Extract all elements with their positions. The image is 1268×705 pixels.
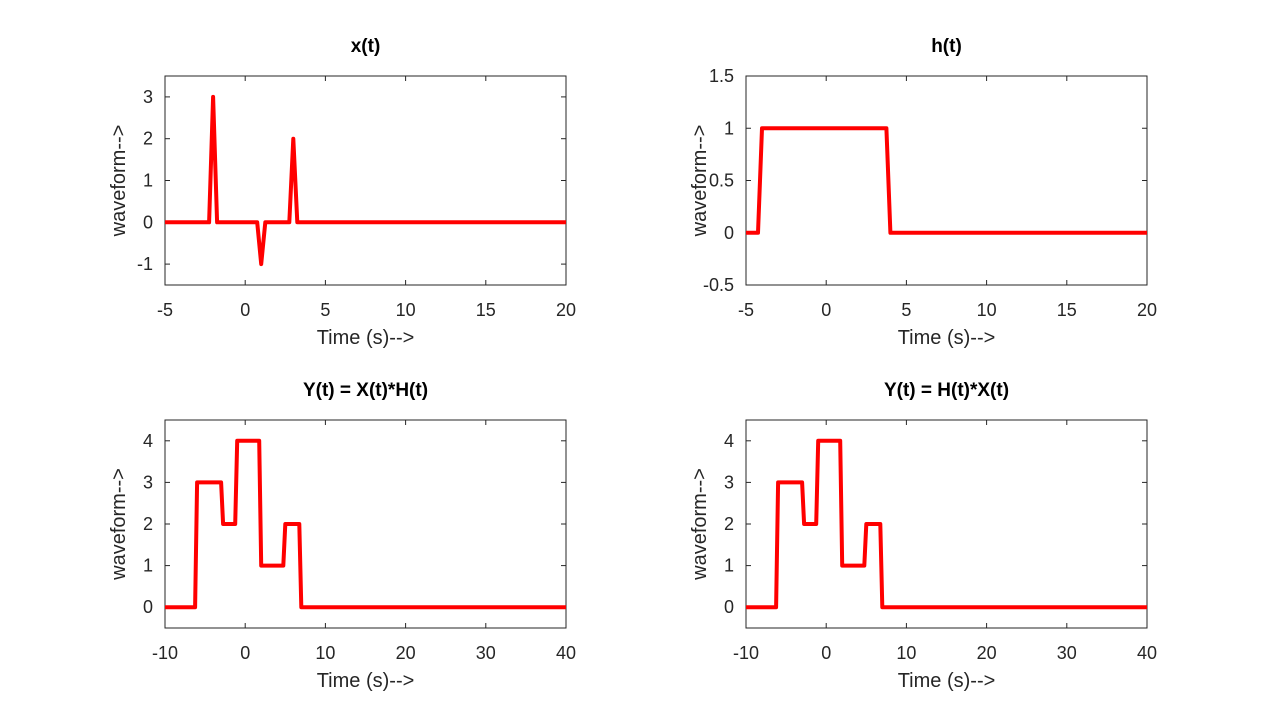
y-tick-label: 1	[143, 171, 153, 191]
x-tick-label: -10	[733, 643, 759, 663]
y-tick-label: -1	[137, 254, 153, 274]
chart-title: Y(t) = X(t)*H(t)	[303, 380, 428, 401]
subplot-4: -10 0 10 20 30 40 0 1 2 3 4 Y(t) = H(t)*X(t) Time (s…	[689, 380, 1157, 692]
chart-title: x(t)	[351, 36, 381, 57]
x-tick-label: -5	[157, 300, 173, 320]
y-tick-label: 3	[724, 472, 734, 492]
x-axis-label: Time (s)-->	[317, 670, 415, 692]
x-tick-label: 5	[901, 300, 911, 320]
axes-box	[164, 75, 567, 286]
series-line-1	[746, 126, 1147, 235]
y-axis-label: waveform-->	[689, 125, 711, 238]
y-tick-label: 1	[143, 556, 153, 576]
y-tick-label: 0.5	[709, 171, 734, 191]
x-axis-label: Time (s)-->	[898, 670, 996, 692]
series-line-1	[165, 94, 566, 267]
chart-title: h(t)	[931, 36, 962, 57]
y-tick-label: 4	[143, 431, 153, 451]
x-axis-label: Time (s)-->	[317, 327, 415, 349]
y-tick-label: 1	[724, 556, 734, 576]
x-tick-label: 20	[977, 643, 997, 663]
x-tick-label: -5	[738, 300, 754, 320]
y-tick-label: 3	[143, 472, 153, 492]
x-tick-label: 40	[1137, 643, 1157, 663]
x-tick-label: 20	[556, 300, 576, 320]
y-axis-label: waveform-->	[108, 468, 130, 581]
x-tick-label: 40	[556, 643, 576, 663]
x-tick-label: 10	[896, 643, 916, 663]
y-axis-label: waveform-->	[689, 468, 711, 581]
x-axis-label: Time (s)-->	[898, 327, 996, 349]
x-tick-label: 10	[977, 300, 997, 320]
x-tick-label: 0	[240, 300, 250, 320]
series-line-1	[746, 438, 1147, 610]
y-tick-label: -0.5	[703, 275, 734, 295]
y-axis-label: waveform-->	[108, 125, 130, 238]
subplot-3: -10 0 10 20 30 40 0 1 2 3 4 Y(t) = X(t)*H(t) Time (s…	[108, 380, 576, 692]
x-tick-label: 20	[396, 643, 416, 663]
subplot-2: -5 0 5 10 15 20 -0.5 0 0.5 1 1.5 h(t) Time (s)--> wav…	[689, 36, 1157, 349]
x-tick-label: 30	[1057, 643, 1077, 663]
x-tick-label: 0	[240, 643, 250, 663]
x-tick-label: -10	[152, 643, 178, 663]
y-tick-label: 0	[143, 597, 153, 617]
subplot-1: -5 0 5 10 15 20 -1 0 1 2 3 x(t) Time (s)--> waveform-…	[108, 36, 576, 349]
x-tick-label: 5	[320, 300, 330, 320]
y-tick-label: 2	[724, 514, 734, 534]
y-tick-label: 0	[724, 597, 734, 617]
x-tick-label: 20	[1137, 300, 1157, 320]
y-tick-label: 1	[724, 118, 734, 138]
x-tick-label: 15	[1057, 300, 1077, 320]
x-tick-label: 30	[476, 643, 496, 663]
y-tick-label: 1.5	[709, 66, 734, 86]
y-tick-label: 0	[724, 223, 734, 243]
x-tick-label: 10	[315, 643, 335, 663]
y-tick-label: 2	[143, 514, 153, 534]
y-tick-label: 2	[143, 129, 153, 149]
x-tick-label: 10	[396, 300, 416, 320]
x-tick-label: 0	[821, 643, 831, 663]
y-tick-label: 3	[143, 87, 153, 107]
series-line-1	[165, 438, 566, 610]
y-tick-label: 0	[143, 212, 153, 232]
y-tick-label: 4	[724, 431, 734, 451]
x-tick-label: 0	[821, 300, 831, 320]
axes-box	[745, 75, 1148, 286]
x-tick-label: 15	[476, 300, 496, 320]
chart-title: Y(t) = H(t)*X(t)	[884, 380, 1009, 401]
